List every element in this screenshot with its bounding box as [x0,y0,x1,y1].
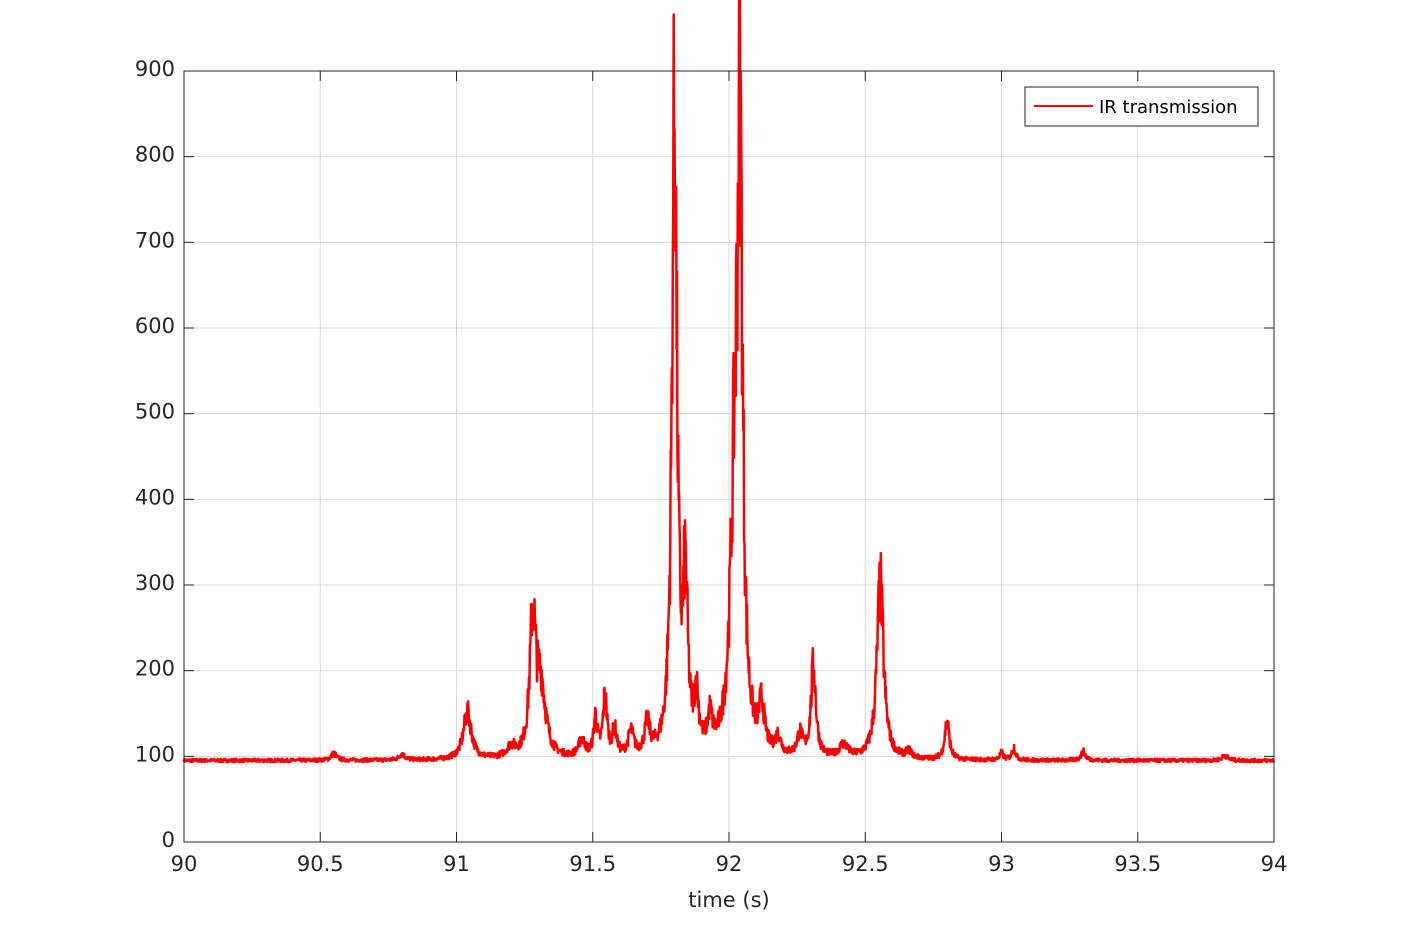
x-tick-label: 91.5 [569,852,616,876]
y-tick-label: 0 [162,828,175,852]
x-tick-label: 93.5 [1114,852,1161,876]
series-layer [182,0,1275,764]
legend-label-ir-transmission: IR transmission [1099,97,1238,118]
y-tick-label: 500 [135,400,175,424]
x-tick-labels: 90 90.5 91 91.5 92 92.5 93 93.5 94 [171,852,1288,876]
y-tick-label: 100 [135,742,175,766]
x-tick-label: 90 [171,852,198,876]
x-tick-label: 90.5 [297,852,344,876]
y-tick-label: 400 [135,485,175,509]
y-tick-label: 900 [135,57,175,81]
x-tick-label: 93 [988,852,1015,876]
y-tick-label: 300 [135,571,175,595]
series-line-ir-transmission [182,0,1275,764]
y-tick-label: 700 [135,228,175,252]
y-tick-labels: 0 100 200 300 400 500 600 700 800 900 [135,57,175,852]
x-tick-label: 92 [716,852,743,876]
axis-ticks [183,70,1275,843]
legend: IR transmission [1024,86,1259,127]
x-tick-label: 94 [1261,852,1288,876]
x-axis-label: time (s) [688,888,769,912]
y-tick-label: 600 [135,314,175,338]
y-tick-label: 200 [135,657,175,681]
x-tick-label: 92.5 [842,852,889,876]
x-tick-label: 91 [443,852,470,876]
y-tick-label: 800 [135,143,175,167]
